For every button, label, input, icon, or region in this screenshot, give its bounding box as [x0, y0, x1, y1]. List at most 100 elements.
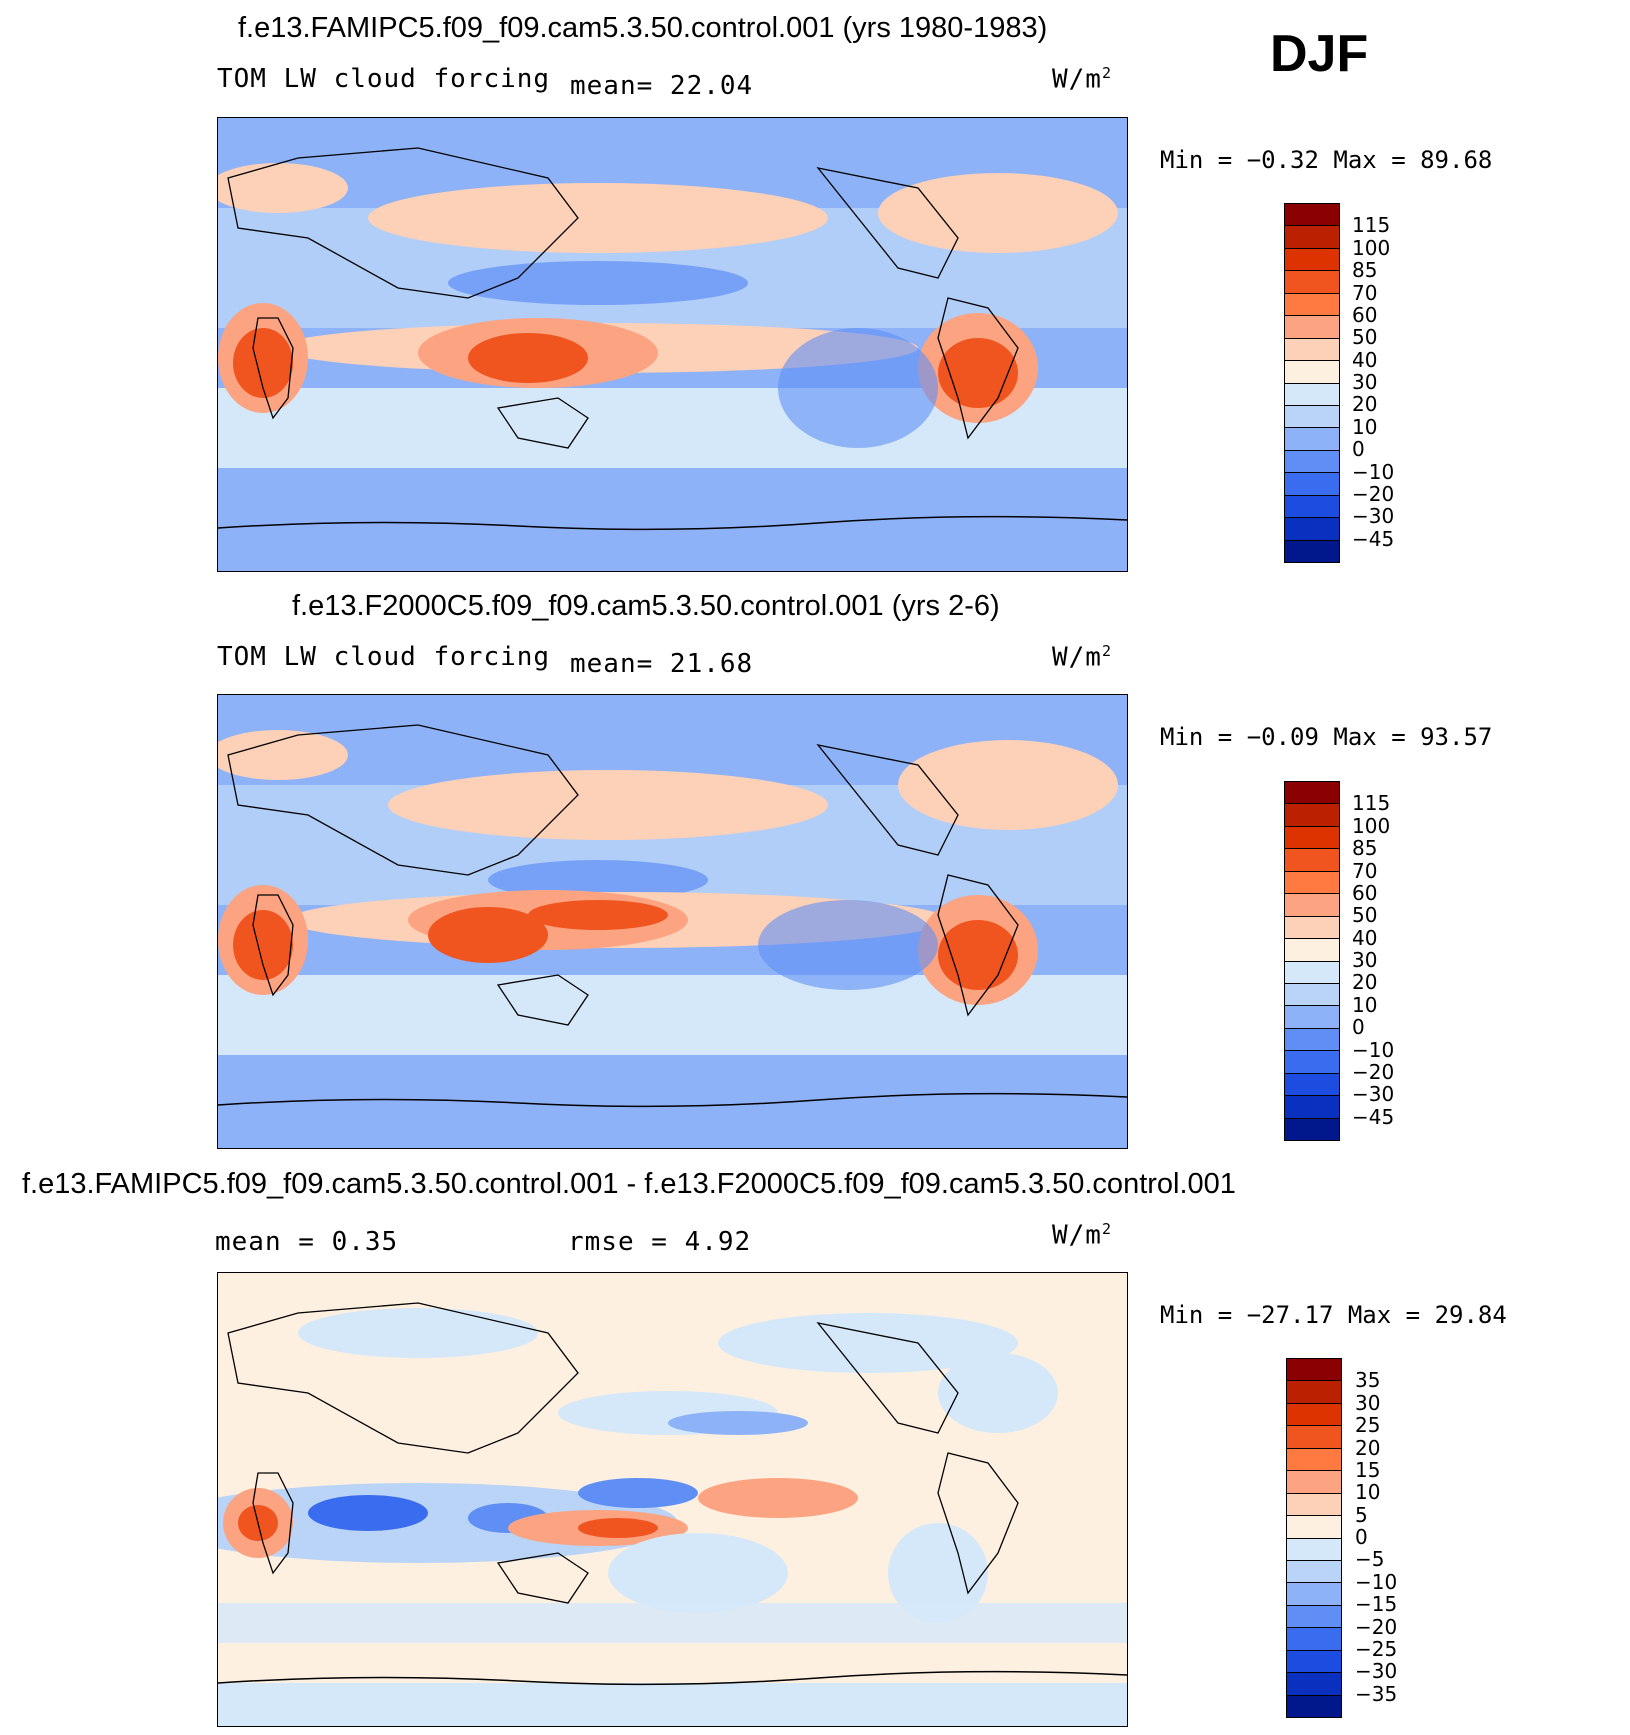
colorbar-box [1285, 1006, 1339, 1029]
colorbar-box [1285, 849, 1339, 872]
panel-2-map [217, 694, 1128, 1149]
colorbar-tick-label: 40 [1352, 347, 1378, 372]
colorbar-tick-label: 35 [1355, 1368, 1381, 1393]
colorbar-tick-label: −30 [1352, 1082, 1395, 1107]
colorbar-box [1287, 1605, 1341, 1629]
panel-1-title: f.e13.FAMIPC5.f09_f09.cam5.3.50.control.… [238, 12, 1048, 44]
colorbar-tick-label: 100 [1352, 813, 1391, 838]
panel-1-colorbar-labels: 115 100 85 70 60 50 40 30 20 10 0 −10 −20 −30 −45 [1352, 203, 1432, 561]
colorbar-box [1287, 1695, 1341, 1717]
colorbar-tick-label: −30 [1355, 1659, 1398, 1684]
colorbar-box [1285, 405, 1339, 429]
panel-3-title: f.e13.FAMIPC5.f09_f09.cam5.3.50.control.… [22, 1168, 1236, 1200]
colorbar-tick-label: 70 [1352, 280, 1378, 305]
colorbar-box [1285, 428, 1339, 451]
colorbar-tick-label: −20 [1352, 1059, 1395, 1084]
season-label: DJF [1270, 25, 1369, 83]
panel-2-variable-label: TOM LW cloud forcing [217, 642, 551, 672]
colorbar-box [1285, 248, 1339, 272]
colorbar-tick-label: 50 [1352, 325, 1378, 350]
colorbar-box [1285, 361, 1339, 384]
panel-1-variable-label: TOM LW cloud forcing [217, 64, 551, 94]
panel-2-title: f.e13.F2000C5.f09_f09.cam5.3.50.control.… [292, 590, 1000, 622]
panel-1-units: W/m2 [1052, 64, 1112, 95]
colorbar-tick-label: −20 [1355, 1614, 1398, 1639]
colorbar-box [1287, 1650, 1341, 1674]
colorbar-box [1285, 1073, 1339, 1097]
colorbar-tick-label: 20 [1355, 1435, 1381, 1460]
colorbar-box [1287, 1448, 1341, 1472]
panel-1-map-svg [218, 118, 1127, 571]
colorbar-box [1287, 1538, 1341, 1561]
colorbar-box [1285, 782, 1339, 805]
colorbar-box [1285, 204, 1339, 227]
colorbar-tick-label: 20 [1352, 970, 1378, 995]
colorbar-tick-label: 20 [1352, 392, 1378, 417]
panel-1-map [217, 117, 1128, 572]
colorbar-tick-label: 15 [1355, 1457, 1381, 1482]
panel-3-colorbar [1286, 1358, 1342, 1718]
colorbar-tick-label: 10 [1352, 414, 1378, 439]
colorbar-tick-label: 30 [1352, 948, 1378, 972]
colorbar-box [1285, 1028, 1339, 1052]
panel-2-colorbar [1284, 781, 1340, 1141]
colorbar-tick-label: −15 [1355, 1592, 1398, 1617]
colorbar-box [1285, 983, 1339, 1007]
colorbar-box [1287, 1516, 1341, 1539]
colorbar-tick-label: 115 [1352, 213, 1391, 238]
colorbar-tick-label: −5 [1355, 1547, 1385, 1572]
colorbar-tick-label: −10 [1355, 1569, 1398, 1594]
colorbar-box [1287, 1583, 1341, 1606]
colorbar-tick-label: 50 [1352, 903, 1378, 928]
colorbar-box [1285, 540, 1339, 562]
panel-3-rmse: rmse = 4.92 [568, 1227, 752, 1257]
colorbar-box [1287, 1673, 1341, 1696]
panel-3-colorbar-labels: 35 30 25 20 15 10 5 0 −5 −10 −15 −20 −25 −30 −35 [1355, 1358, 1435, 1716]
panel-2-map-svg [218, 695, 1127, 1148]
colorbar-box [1285, 961, 1339, 984]
colorbar-tick-label: 30 [1352, 370, 1378, 394]
colorbar-tick-label: 0 [1352, 437, 1365, 462]
panel-3-units: W/m2 [1052, 1220, 1112, 1251]
colorbar-box [1285, 338, 1339, 362]
panel-2-colorbar-labels: 115 100 85 70 60 50 40 30 20 10 0 −10 −20 −30 −45 [1352, 781, 1432, 1139]
colorbar-tick-label: −20 [1352, 481, 1395, 506]
colorbar-box [1285, 316, 1339, 339]
colorbar-box [1285, 871, 1339, 895]
colorbar-box [1285, 271, 1339, 294]
panel-2-units: W/m2 [1052, 642, 1112, 673]
colorbar-box [1287, 1403, 1341, 1427]
panel-3-map [217, 1272, 1128, 1727]
panel-2-mean: mean= 21.68 [570, 649, 754, 679]
colorbar-box [1285, 450, 1339, 474]
panel-3-minmax: Min = −27.17 Max = 29.84 [1160, 1301, 1507, 1329]
colorbar-tick-label: 5 [1355, 1502, 1368, 1527]
panel-1-mean: mean= 22.04 [570, 71, 754, 101]
panel-2-minmax: Min = −0.09 Max = 93.57 [1160, 723, 1493, 751]
colorbar-box [1285, 293, 1339, 317]
colorbar-box [1285, 894, 1339, 917]
colorbar-tick-label: 40 [1352, 925, 1378, 950]
colorbar-tick-label: −10 [1352, 459, 1395, 484]
colorbar-box [1287, 1628, 1341, 1651]
colorbar-box [1285, 826, 1339, 850]
colorbar-box [1287, 1471, 1341, 1494]
colorbar-tick-label: 60 [1352, 302, 1378, 327]
colorbar-box [1285, 1096, 1339, 1119]
colorbar-tick-label: 85 [1352, 258, 1378, 283]
colorbar-box [1285, 495, 1339, 519]
colorbar-tick-label: 60 [1352, 880, 1378, 905]
colorbar-tick-label: 85 [1352, 836, 1378, 861]
colorbar-tick-label: −45 [1352, 1104, 1395, 1129]
colorbar-box [1287, 1359, 1341, 1382]
colorbar-box [1285, 383, 1339, 406]
colorbar-box [1287, 1493, 1341, 1517]
colorbar-tick-label: 115 [1352, 791, 1391, 816]
colorbar-box [1285, 226, 1339, 249]
colorbar-box [1287, 1426, 1341, 1449]
colorbar-tick-label: −35 [1355, 1681, 1398, 1706]
colorbar-tick-label: 0 [1355, 1525, 1368, 1549]
colorbar-box [1285, 916, 1339, 940]
colorbar-box [1285, 473, 1339, 496]
colorbar-box [1285, 939, 1339, 962]
